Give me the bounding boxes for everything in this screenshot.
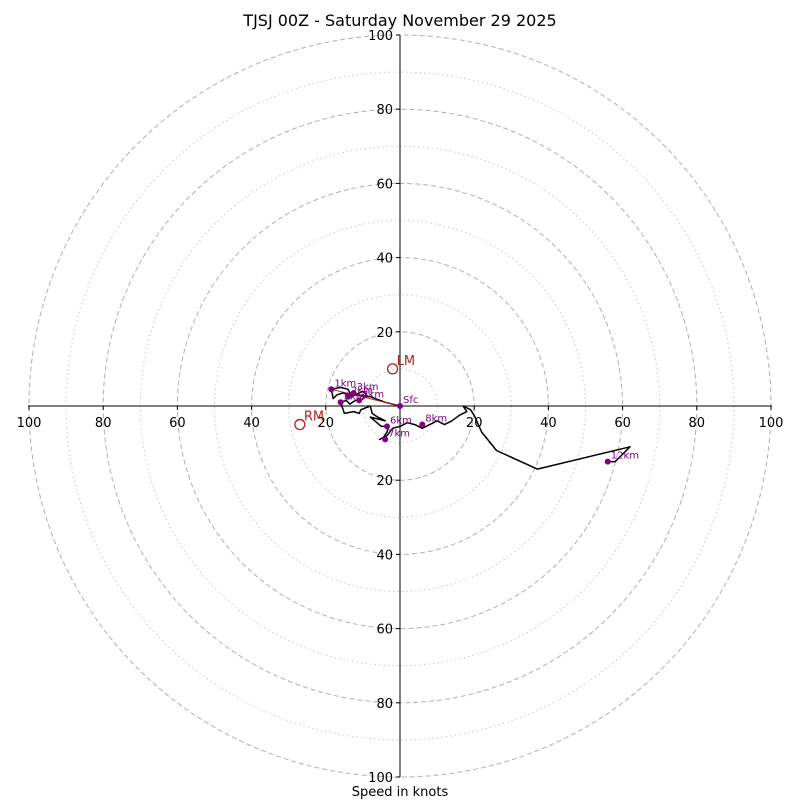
hodograph-traces — [330, 386, 631, 470]
x-tick-label: 100 — [759, 416, 784, 431]
x-tick-label: 80 — [689, 416, 706, 431]
x-tick-label: 20 — [466, 416, 483, 431]
x-tick-label: 60 — [614, 416, 631, 431]
height-marker-5km — [337, 399, 344, 406]
height-label-3km: 3km — [357, 382, 379, 393]
height-label-2km: 2km — [351, 386, 373, 397]
storm-motion-markers: LM RM — [294, 354, 415, 431]
height-marker-1km — [328, 386, 335, 393]
height-label-Sfc: Sfc — [403, 395, 418, 406]
height-marker-Sfc — [397, 403, 403, 409]
y-tick-label: 100 — [368, 29, 393, 44]
x-tick-label: 20 — [318, 416, 335, 431]
height-marker-6km — [384, 423, 391, 430]
storm-marker-RM — [294, 418, 306, 431]
x-tick-label: 40 — [540, 416, 557, 431]
storm-label-RM: RM — [304, 410, 324, 425]
height-label-12km: 12km — [611, 451, 639, 462]
x-ticks: 100 80 60 40 20 20 40 60 80 100 — [17, 406, 784, 431]
x-axis-label: Speed in knots — [352, 785, 449, 800]
height-marker-7km — [382, 436, 389, 443]
y-tick-label: 60 — [376, 177, 393, 192]
height-label-5km: 5km — [344, 391, 366, 402]
height-label-4km: 4km — [362, 389, 384, 400]
y-ticks: 100 80 60 40 20 20 40 60 80 100 — [368, 29, 400, 786]
height-label-8km: 8km — [425, 414, 447, 425]
y-tick-label: 20 — [376, 474, 393, 489]
y-tick-label: 40 — [376, 548, 393, 563]
y-tick-label: 100 — [368, 771, 393, 786]
y-tick-label: 80 — [376, 103, 393, 118]
height-label-6km: 6km — [390, 415, 412, 426]
chart-title: TJSJ 00Z - Saturday November 29 2025 — [242, 11, 556, 30]
height-marker-4km — [356, 397, 363, 404]
y-tick-label: 20 — [376, 326, 393, 341]
x-tick-label: 100 — [17, 416, 42, 431]
height-marker-3km — [350, 390, 357, 397]
shear-vector-line — [331, 388, 401, 407]
height-marker-8km — [419, 421, 426, 428]
y-tick-label: 60 — [376, 623, 393, 638]
height-label-7km: 7km — [388, 428, 410, 439]
y-tick-label: 80 — [376, 697, 393, 712]
storm-label-LM: LM — [397, 354, 415, 369]
storm-marker-LM — [386, 363, 399, 375]
y-tick-label: 40 — [376, 252, 393, 267]
height-label-1km: 1km — [334, 378, 356, 389]
x-tick-label: 60 — [169, 416, 186, 431]
height-marker-2km — [345, 393, 352, 400]
x-tick-label: 40 — [243, 416, 260, 431]
height-marker-12km — [604, 458, 611, 465]
hodograph-line — [330, 386, 631, 470]
x-tick-label: 80 — [95, 416, 112, 431]
